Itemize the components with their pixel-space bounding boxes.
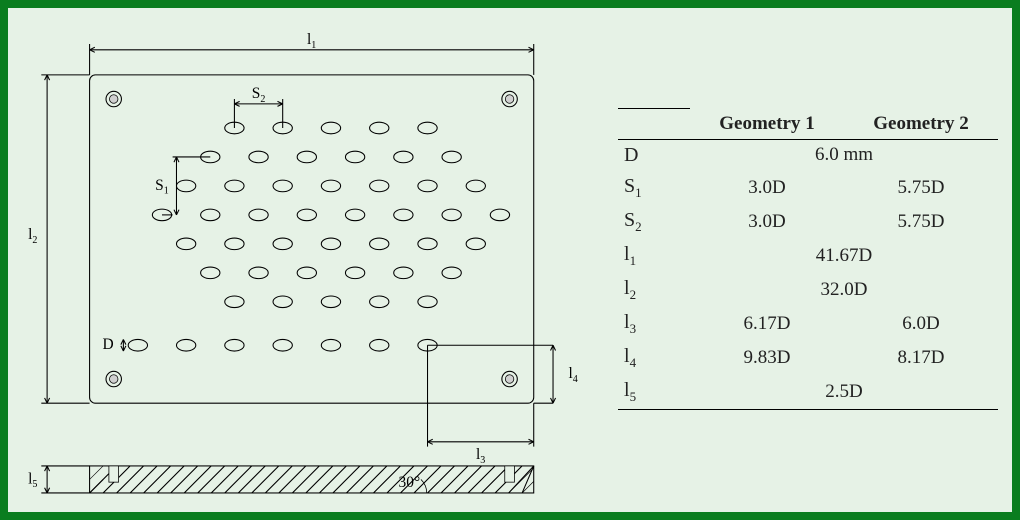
svg-text:l4: l4 [568,365,577,385]
geometry-diagram: l1 l2 S2 S1 Dl4 l3 30° l5 [22,22,582,514]
svg-text:l3: l3 [476,446,485,466]
svg-text:30°: 30° [399,474,421,491]
geometry-table: Geometry 1Geometry 2D6.0 mmS13.0D5.75DS2… [618,108,998,410]
svg-text:D: D [103,336,114,353]
svg-text:S1: S1 [155,177,169,197]
specs-table: Geometry 1Geometry 2D6.0 mmS13.0D5.75DS2… [618,108,998,410]
svg-text:S2: S2 [252,85,266,105]
svg-text:l2: l2 [28,226,37,246]
svg-text:l5: l5 [28,470,37,490]
svg-text:l1: l1 [307,31,316,51]
